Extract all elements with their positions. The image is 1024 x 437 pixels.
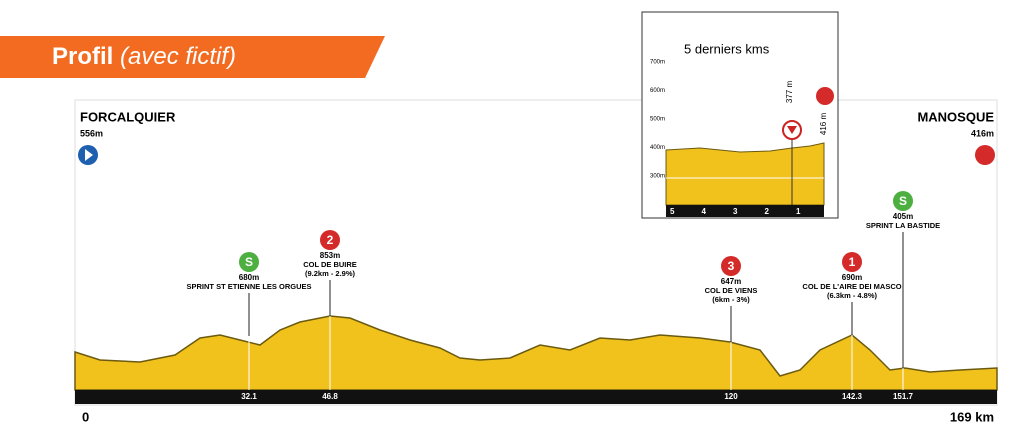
point-label: (6.3km - 4.8%) <box>827 291 878 300</box>
point-icon-label: S <box>245 255 253 269</box>
inset-labels: 700m 600m 500m 400m 300m 5 4 3 2 1 <box>650 60 801 217</box>
point-label: SPRINT LA BASTIDE <box>866 221 940 230</box>
point-km: 151.7 <box>893 392 914 401</box>
inset-km-label: 4 <box>702 207 707 216</box>
point-label: (9.2km - 2.9%) <box>305 269 356 278</box>
inset-y-label: 700m <box>650 60 665 66</box>
header-banner <box>0 36 385 78</box>
point-icon <box>320 230 340 250</box>
distance-end: 169 km <box>950 409 994 424</box>
point-km: 120 <box>724 392 738 401</box>
inset-y-label: 600m <box>650 88 665 94</box>
point-icon-label: 1 <box>849 255 856 269</box>
inset-km-label: 2 <box>765 207 770 216</box>
finish-altitude: 416m <box>971 128 994 138</box>
finish-icon <box>975 145 995 165</box>
point-icon-label: S <box>899 194 907 208</box>
point-km: 32.1 <box>241 392 257 401</box>
inset-y-label: 500m <box>650 117 665 123</box>
inset-y-label: 300m <box>650 174 665 180</box>
start-altitude: 556m <box>80 128 103 138</box>
point-icon <box>842 252 862 272</box>
point-label: 405m <box>893 212 913 221</box>
point-label: (6km - 3%) <box>712 295 750 304</box>
point-label: COL DE L'AIRE DEI MASCO <box>802 282 901 291</box>
inset-title: 5 derniers kms <box>684 41 770 56</box>
point-label: 680m <box>239 273 259 282</box>
inset-km-label: 5 <box>670 207 675 216</box>
point-label: 690m <box>842 273 862 282</box>
header-subtitle: (avec fictif) <box>120 43 236 70</box>
point-icon <box>893 191 913 211</box>
point-label: COL DE BUIRE <box>303 260 357 269</box>
point-icon <box>721 256 741 276</box>
km-band <box>75 390 997 404</box>
inset-km-label: 1 <box>796 207 801 216</box>
inset-km-label: 3 <box>733 207 738 216</box>
inset-marker-label: 377 m <box>785 81 794 104</box>
header-title: Profil (avec fictif) <box>52 43 236 70</box>
point-label: 647m <box>721 277 741 286</box>
point-label: SPRINT ST ETIENNE LES ORGUES <box>186 282 311 291</box>
distance-start: 0 <box>82 409 89 424</box>
profile-area <box>74 315 998 391</box>
inset-marker-label: 416 m <box>819 113 828 136</box>
inset-marker-arrow <box>787 126 797 134</box>
inset-band <box>666 205 824 217</box>
inset-y-label: 400m <box>650 145 665 151</box>
start-name: FORCALQUIER <box>80 109 176 124</box>
point-icon-label: 3 <box>728 259 735 273</box>
point-label: COL DE VIENS <box>705 286 758 295</box>
inset-finish-icon <box>816 87 834 105</box>
point-label: 853m <box>320 251 340 260</box>
point-icon-label: 2 <box>327 233 334 247</box>
start-icon-arrow <box>85 149 93 161</box>
finish-name: MANOSQUE <box>917 109 994 124</box>
point-km: 46.8 <box>322 392 338 401</box>
point-km: 142.3 <box>842 392 863 401</box>
inset-profile <box>665 142 825 206</box>
point-icon <box>239 252 259 272</box>
